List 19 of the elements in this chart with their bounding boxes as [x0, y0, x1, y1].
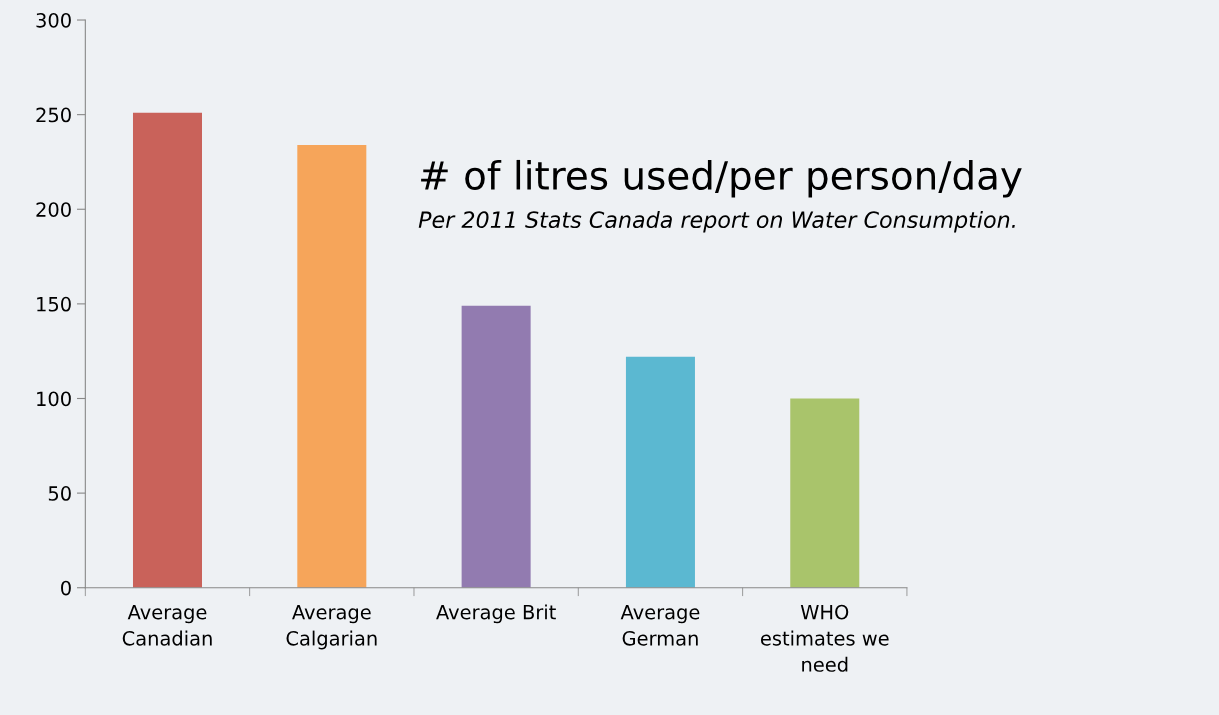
x-tick-label: Average Brit [436, 604, 556, 624]
text: Per 2011 Stats Canada report on Water Consumption. [418, 210, 1015, 233]
y-tick-label: 300 [36, 12, 71, 28]
y-tick-label: 0 [61, 580, 71, 596]
bar [132, 112, 202, 588]
y-tick-label: 200 [36, 202, 71, 217]
y-tick-label: 150 [37, 296, 71, 312]
x-tick-label: WHO estimates we need [760, 604, 889, 672]
bar [461, 305, 531, 588]
bar [297, 144, 367, 588]
x-tick-label: Average Canadian [122, 605, 212, 646]
bar [790, 398, 860, 588]
x-tick-label: Average German [620, 605, 700, 646]
x-tick-label: Average Calgarian [286, 605, 377, 650]
y-tick-label: 250 [36, 107, 71, 123]
bar [625, 356, 695, 588]
y-tick-label: 50 [48, 486, 71, 501]
y-tick-label: 100 [37, 391, 71, 407]
text: # of litres used/per person/day [421, 159, 1022, 198]
